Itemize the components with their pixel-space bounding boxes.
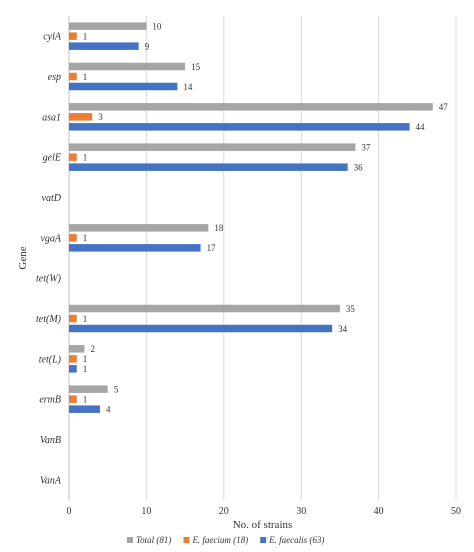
category-label-2: asa1 [42, 112, 61, 123]
legend-swatch-0 [127, 537, 133, 543]
category-label-1: esp [48, 72, 61, 83]
category-label-8: tet(L) [39, 354, 62, 365]
category-label-0: cylA [43, 32, 62, 43]
bar-5-1 [69, 234, 77, 242]
data-label-1-2: 14 [183, 82, 193, 92]
x-tick-20: 20 [219, 506, 229, 517]
bar-2-1 [69, 113, 93, 121]
data-label-0-1: 1 [83, 31, 88, 41]
data-label-0-2: 9 [145, 41, 150, 51]
data-label-9-2: 4 [106, 404, 111, 414]
bar-3-2 [69, 163, 348, 171]
data-label-7-0: 35 [346, 304, 356, 314]
data-label-7-1: 1 [83, 314, 88, 324]
category-label-5: vgaA [40, 233, 61, 244]
x-axis-title: No. of strains [233, 519, 293, 531]
data-label-2-0: 47 [439, 102, 449, 112]
bar-1-1 [69, 72, 77, 81]
data-label-2-1: 3 [98, 112, 103, 122]
bar-9-1 [69, 395, 77, 403]
data-label-5-1: 1 [83, 233, 88, 243]
bar-5-0 [69, 224, 209, 232]
data-label-3-0: 37 [361, 142, 371, 152]
x-tick-50: 50 [451, 506, 461, 517]
legend-swatch-2 [260, 537, 267, 543]
legend: Total (81) E. faecium (18) E. faecalis (63… [127, 535, 324, 545]
data-label-8-2: 1 [83, 364, 88, 374]
category-label-7: tet(M) [36, 314, 62, 325]
bar-8-2 [69, 365, 77, 373]
bar-3-1 [69, 153, 77, 161]
bars [69, 22, 433, 413]
legend-label-1: E. faecium (18) [191, 535, 248, 545]
data-label-2-2: 44 [416, 122, 426, 132]
bar-2-0 [69, 103, 433, 111]
data-label-8-0: 2 [90, 344, 95, 354]
data-label-3-1: 1 [83, 152, 88, 162]
bar-7-2 [69, 324, 333, 333]
legend-label-0: Total (81) [136, 535, 171, 545]
bar-9-2 [69, 405, 100, 413]
bar-0-0 [69, 22, 147, 30]
data-label-5-0: 18 [214, 223, 224, 233]
category-label-6: tet(W) [36, 274, 62, 285]
category-label-10: VanB [40, 435, 61, 446]
data-label-9-0: 5 [114, 384, 119, 394]
data-label-1-1: 1 [83, 72, 88, 82]
category-label-3: gelE [43, 153, 61, 164]
bar-8-0 [69, 345, 85, 353]
y-axis-title: Gene [17, 246, 29, 269]
bar-2-2 [69, 123, 410, 131]
data-label-3-2: 36 [354, 162, 364, 172]
data-label-8-1: 1 [83, 354, 88, 364]
bar-8-1 [69, 355, 77, 363]
x-tick-labels: 0 10 20 30 40 50 [67, 506, 462, 517]
bar-0-1 [69, 32, 77, 40]
x-tick-10: 10 [141, 506, 151, 517]
data-label-5-2: 17 [207, 243, 217, 253]
legend-swatch-1 [183, 537, 190, 543]
data-label-7-2: 34 [338, 324, 348, 334]
bar-7-0 [69, 304, 340, 313]
bar-9-0 [69, 385, 108, 393]
bar-0-2 [69, 42, 139, 50]
data-label-9-1: 1 [83, 394, 88, 404]
bar-1-2 [69, 82, 178, 91]
gridlines [68, 16, 457, 500]
x-tick-0: 0 [67, 506, 72, 517]
category-label-9: ermB [39, 395, 61, 406]
category-label-11: VanA [40, 475, 62, 486]
data-label-1-0: 15 [191, 62, 201, 72]
x-tick-30: 30 [296, 506, 306, 517]
bar-7-1 [69, 314, 77, 323]
data-label-0-0: 10 [152, 21, 162, 31]
category-labels: cylA esp asa1 gelE vatD vgaA tet(W) tet(M) tet(L… [36, 32, 62, 487]
category-label-4: vatD [42, 193, 62, 204]
legend-label-2: E. faecalis (63) [268, 535, 324, 545]
bar-5-2 [69, 244, 201, 252]
bar-3-0 [69, 143, 356, 151]
bar-1-0 [69, 62, 186, 71]
x-tick-40: 40 [374, 506, 384, 517]
